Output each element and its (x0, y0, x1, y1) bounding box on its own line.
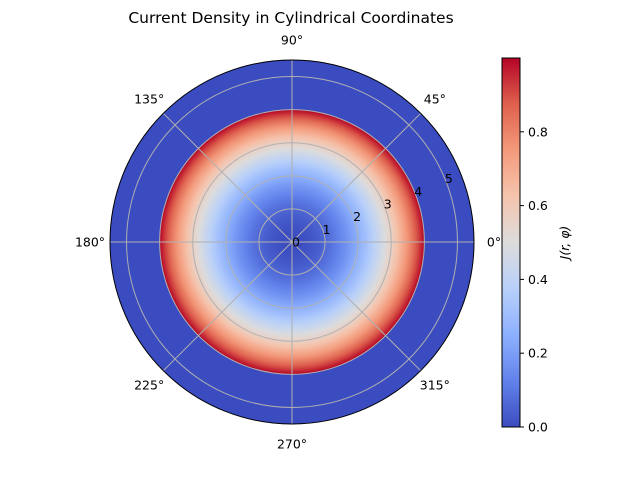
angular-tick-label: 0° (487, 235, 501, 250)
angular-tick-labels: 0° 45° 90° 135° 180° 225° 270° 315° (75, 33, 501, 452)
colorbar-ticks: 0.0 0.2 0.4 0.6 0.8 (520, 124, 548, 435)
chart-title: Current Density in Cylindrical Coordinat… (128, 9, 453, 27)
radial-tick-label: 0 (292, 235, 300, 250)
polar-frame (109, 59, 475, 425)
angular-gridline (291, 112, 422, 243)
polar-grid (109, 59, 475, 425)
colorbar-tick-label: 0.4 (528, 272, 548, 287)
colorbar-tick-label: 0.2 (528, 346, 548, 361)
colorbar: 0.0 0.2 0.4 0.6 0.8 J(r, φ) (501, 57, 572, 435)
radial-tick-label: 3 (384, 197, 392, 212)
angular-tick-label: 225° (134, 377, 164, 392)
radial-tick-label: 1 (323, 222, 331, 237)
radial-tick-label: 4 (414, 184, 422, 199)
angular-gridline (162, 241, 293, 372)
angular-tick-label: 45° (424, 92, 446, 107)
colorbar-tick-label: 0.6 (528, 198, 548, 213)
radial-tick-labels: 0 1 2 3 4 5 (292, 171, 453, 249)
angular-gridline (162, 112, 293, 243)
angular-tick-label: 180° (75, 235, 105, 250)
angular-tick-label: 135° (134, 92, 164, 107)
angular-gridline (291, 241, 422, 372)
colorbar-tick-label: 0.8 (528, 124, 548, 139)
angular-tick-label: 270° (277, 437, 307, 452)
angular-tick-label: 90° (281, 33, 303, 48)
colorbar-scale (501, 57, 521, 428)
radial-tick-label: 2 (353, 209, 361, 224)
radial-tick-label: 5 (445, 171, 453, 186)
angular-tick-label: 315° (420, 377, 450, 392)
colorbar-label: J(r, φ) (557, 226, 572, 263)
colorbar-tick-label: 0.0 (528, 420, 548, 435)
